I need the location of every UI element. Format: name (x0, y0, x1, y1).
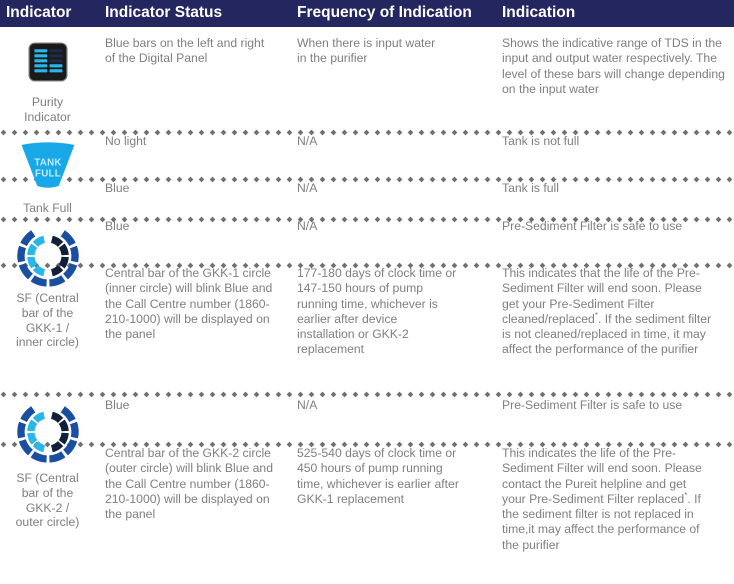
svg-text:FULL: FULL (35, 169, 61, 180)
svg-text:TANK: TANK (34, 157, 61, 168)
